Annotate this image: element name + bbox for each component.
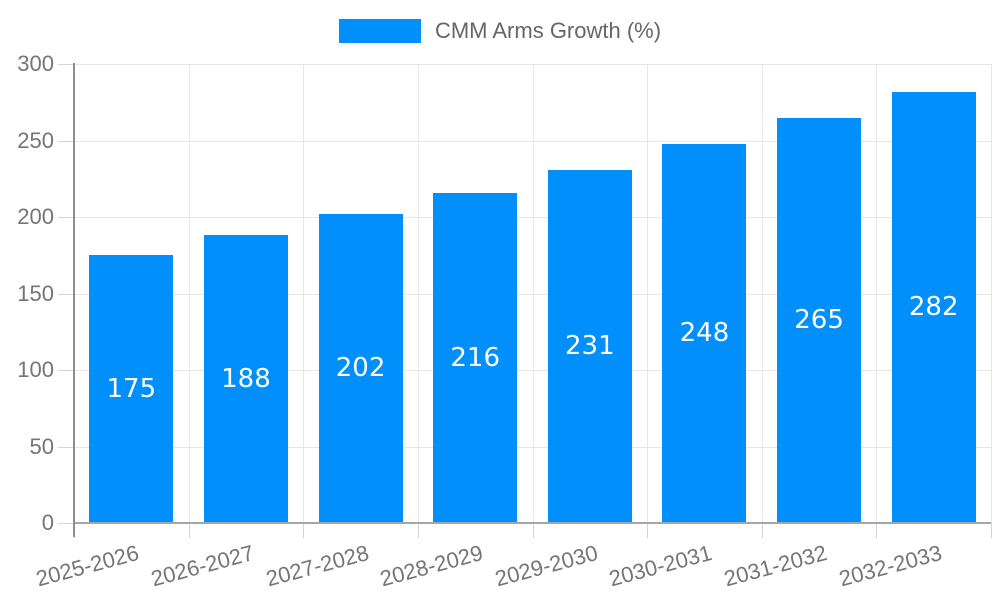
x-axis-tick [991, 523, 992, 538]
y-tick-label: 250 [17, 127, 54, 153]
y-tick-label: 50 [29, 433, 54, 459]
x-axis-tick [188, 523, 190, 538]
bar[interactable]: 216 [433, 192, 518, 523]
gridline-vertical [188, 64, 190, 523]
legend-item[interactable]: CMM Arms Growth (%) [338, 18, 662, 44]
y-tick-label: 100 [17, 357, 54, 382]
y-tick-label: 200 [17, 204, 54, 229]
y-axis-tick [58, 446, 74, 448]
y-tick-label: 300 [17, 51, 54, 76]
y-tick-label: 150 [17, 280, 54, 306]
bar-value-label: 231 [564, 331, 615, 362]
x-axis-tick [303, 523, 305, 538]
gridline-vertical [647, 64, 649, 523]
x-axis-line [74, 522, 991, 524]
bar[interactable]: 248 [662, 143, 747, 523]
bar-value-label: 248 [679, 318, 730, 349]
y-tick-label: 0 [41, 510, 54, 535]
bar-value-label: 265 [794, 305, 844, 336]
y-axis-line [73, 63, 75, 537]
bar-value-label: 175 [106, 374, 157, 405]
gridline-vertical [991, 64, 992, 523]
bar[interactable]: 265 [777, 117, 862, 523]
bar-value-label: 216 [450, 342, 500, 373]
gridline-vertical [417, 64, 419, 523]
y-axis-tick [58, 217, 74, 218]
bar[interactable]: 175 [89, 255, 174, 523]
gridline-vertical [303, 64, 305, 523]
bar[interactable]: 282 [891, 91, 976, 523]
bar-value-label: 188 [221, 364, 271, 395]
x-axis-tick [876, 523, 878, 538]
y-axis-tick [58, 370, 74, 371]
chart-legend: CMM Arms Growth (%) [0, 18, 1000, 44]
bar[interactable]: 231 [547, 169, 632, 523]
y-axis-tick [58, 140, 74, 142]
y-axis-tick [58, 293, 74, 295]
x-axis-tick [532, 523, 534, 538]
x-axis-tick [417, 523, 419, 538]
x-axis-tick [761, 523, 763, 538]
gridline-vertical [876, 64, 878, 523]
bar[interactable]: 202 [318, 213, 403, 523]
y-axis-tick [58, 64, 74, 65]
bar-value-label: 202 [335, 353, 386, 384]
legend-label: CMM Arms Growth (%) [434, 18, 662, 43]
bar-value-label: 282 [908, 292, 959, 323]
x-axis-tick [647, 523, 649, 538]
y-axis-tick [58, 523, 74, 524]
gridline-vertical [761, 64, 763, 523]
legend-marker [338, 19, 421, 43]
bar[interactable]: 188 [203, 235, 288, 523]
gridline-vertical [532, 64, 534, 523]
